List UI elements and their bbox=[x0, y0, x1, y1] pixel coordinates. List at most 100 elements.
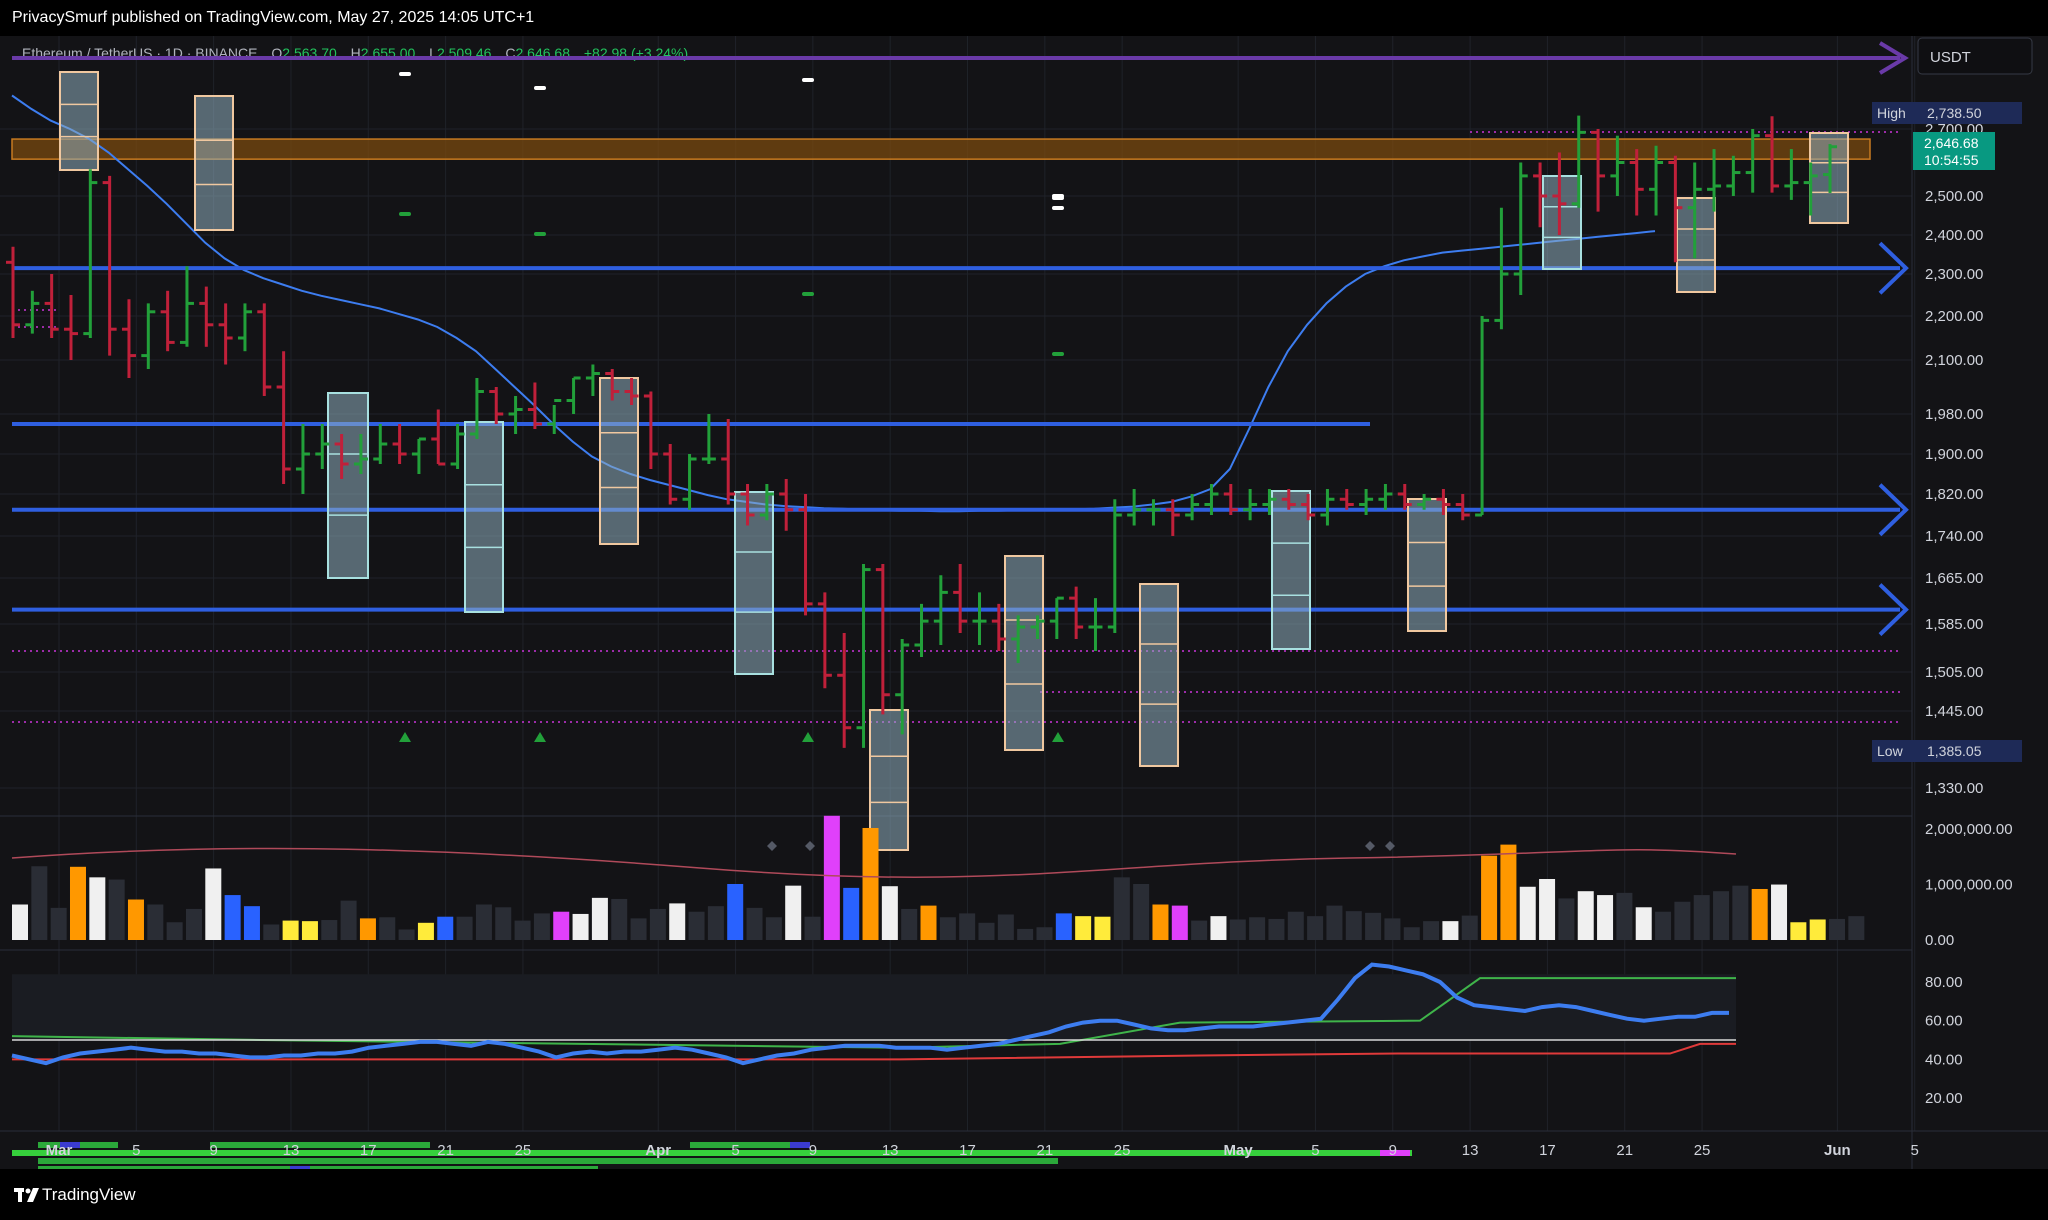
volume-bar[interactable] bbox=[1403, 927, 1420, 940]
chart-area[interactable]: Ethereum / TetherUS · 1D · BINANCE O2,56… bbox=[0, 36, 2048, 1172]
volume-bar[interactable] bbox=[1287, 911, 1304, 940]
volume-bar[interactable] bbox=[1481, 855, 1498, 940]
volume-bar[interactable] bbox=[475, 904, 492, 940]
volume-bar[interactable] bbox=[1500, 844, 1517, 940]
volume-bar[interactable] bbox=[669, 903, 686, 940]
candles[interactable] bbox=[6, 115, 1838, 748]
volume-bar[interactable] bbox=[1365, 912, 1382, 940]
volume-bar[interactable] bbox=[1036, 927, 1053, 940]
volume-bar[interactable] bbox=[804, 916, 821, 940]
volume-bar[interactable] bbox=[1191, 920, 1208, 940]
volume-bar[interactable] bbox=[1635, 907, 1652, 940]
volume-bar[interactable] bbox=[649, 908, 666, 940]
resistance-zone[interactable] bbox=[11, 138, 1871, 160]
osc-main-line[interactable] bbox=[11, 962, 1729, 1066]
volume-bar[interactable] bbox=[920, 905, 937, 940]
volume-bar[interactable] bbox=[321, 920, 338, 940]
time-axis[interactable]: Mar 5 9 13 17 21 25 Apr 5 9 13 17 21 25 May 5 9 13 17 21 25 J… bbox=[46, 1142, 1919, 1159]
price-axis[interactable]: 2,700.002,500.002,400.002,300.002,200.00… bbox=[1925, 121, 1983, 797]
volume-bar[interactable] bbox=[591, 897, 608, 940]
volume-bar[interactable] bbox=[185, 908, 202, 940]
volume-bar[interactable] bbox=[514, 920, 531, 940]
volume-bar[interactable] bbox=[89, 877, 106, 940]
volume-bar[interactable] bbox=[843, 887, 860, 940]
projection-box[interactable] bbox=[1271, 490, 1311, 650]
projection-box[interactable] bbox=[1542, 175, 1582, 270]
volume-bar[interactable] bbox=[688, 911, 705, 940]
chart-svg[interactable]: Ethereum / TetherUS · 1D · BINANCE O2,56… bbox=[0, 36, 2048, 1172]
volume-bar[interactable] bbox=[340, 900, 357, 940]
volume-bar[interactable] bbox=[1268, 918, 1285, 940]
volume-bar[interactable] bbox=[1577, 891, 1594, 940]
volume-bar[interactable] bbox=[224, 895, 241, 940]
volume-bar[interactable] bbox=[456, 916, 473, 940]
volume-bar[interactable] bbox=[1423, 921, 1440, 940]
volume-bar[interactable] bbox=[862, 827, 879, 940]
volume-bar[interactable] bbox=[1075, 916, 1092, 940]
volume-bar[interactable] bbox=[727, 883, 744, 940]
projection-box[interactable] bbox=[464, 421, 504, 613]
projection-box[interactable] bbox=[1139, 583, 1179, 767]
volume-bar[interactable] bbox=[417, 922, 434, 940]
volume-bar[interactable] bbox=[301, 921, 318, 940]
volume-bar[interactable] bbox=[901, 908, 918, 940]
volume-bar[interactable] bbox=[1519, 886, 1536, 940]
volume-bar[interactable] bbox=[1771, 884, 1788, 940]
volume-bar[interactable] bbox=[1713, 891, 1730, 940]
projection-box[interactable] bbox=[599, 377, 639, 545]
volume-bar[interactable] bbox=[69, 866, 86, 940]
volume-bar[interactable] bbox=[959, 913, 976, 940]
currency-box[interactable] bbox=[1917, 37, 2033, 75]
volume-bar[interactable] bbox=[1809, 919, 1826, 940]
volume-bar[interactable] bbox=[31, 866, 48, 940]
projection-box[interactable] bbox=[1407, 498, 1447, 632]
projection-box[interactable] bbox=[327, 392, 369, 579]
volume-bar[interactable] bbox=[437, 916, 454, 940]
volume-bar[interactable] bbox=[978, 922, 995, 940]
volume-bar[interactable] bbox=[707, 906, 724, 940]
volume-bar[interactable] bbox=[1094, 916, 1111, 940]
volume-bar[interactable] bbox=[1152, 904, 1169, 940]
volume-bar[interactable] bbox=[1693, 895, 1710, 940]
volume-bar[interactable] bbox=[108, 879, 125, 940]
volume-bar[interactable] bbox=[823, 815, 840, 940]
volume-bar[interactable] bbox=[127, 899, 144, 940]
volume-bar[interactable] bbox=[1597, 895, 1614, 940]
volume-bar[interactable] bbox=[1171, 905, 1188, 940]
volume-bar[interactable] bbox=[785, 885, 802, 940]
volume-bar[interactable] bbox=[1113, 877, 1130, 940]
volume-bar[interactable] bbox=[1133, 883, 1150, 940]
volume-bar[interactable] bbox=[1655, 911, 1672, 940]
volume-bar[interactable] bbox=[572, 913, 589, 940]
volume-bar[interactable] bbox=[1790, 922, 1807, 940]
volume-bar[interactable] bbox=[746, 907, 763, 940]
volume-bar[interactable] bbox=[881, 886, 898, 940]
volume-bar[interactable] bbox=[1210, 916, 1227, 940]
volume-bar[interactable] bbox=[553, 911, 570, 940]
volume-bar[interactable] bbox=[166, 922, 183, 940]
volume-bar[interactable] bbox=[1345, 911, 1362, 940]
volume-bar[interactable] bbox=[263, 924, 280, 940]
projection-box[interactable] bbox=[1004, 555, 1044, 751]
volume-bar[interactable] bbox=[765, 917, 782, 940]
volume-pane[interactable]: 2,000,000.00 1,000,000.00 0.00 bbox=[11, 815, 2013, 949]
volume-bar[interactable] bbox=[1461, 915, 1478, 940]
volume-bar[interactable] bbox=[282, 920, 299, 940]
volume-bar[interactable] bbox=[1848, 916, 1865, 940]
volume-bar[interactable] bbox=[1249, 917, 1266, 940]
volume-bar[interactable] bbox=[611, 898, 628, 940]
volume-bar[interactable] bbox=[1384, 918, 1401, 940]
volume-bar[interactable] bbox=[1751, 888, 1768, 940]
projection-box[interactable] bbox=[194, 95, 234, 231]
projection-box[interactable] bbox=[734, 491, 774, 675]
oscillator-pane[interactable]: 80.00 60.00 40.00 20.00 bbox=[11, 962, 1963, 1107]
projection-box[interactable] bbox=[59, 71, 99, 171]
volume-bar[interactable] bbox=[1229, 919, 1246, 940]
volume-bar[interactable] bbox=[495, 907, 512, 940]
volume-bar[interactable] bbox=[12, 904, 28, 940]
volume-bar[interactable] bbox=[1017, 928, 1034, 940]
volume-bar[interactable] bbox=[1829, 918, 1846, 940]
volume-bar[interactable] bbox=[243, 906, 260, 940]
volume-bar[interactable] bbox=[379, 917, 396, 940]
horizontal-levels[interactable] bbox=[12, 241, 1909, 637]
